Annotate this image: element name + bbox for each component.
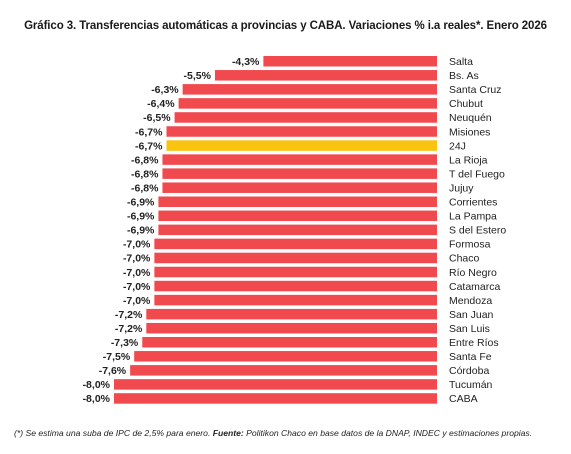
value-label-bs-as: -5,5%	[184, 70, 212, 82]
category-label-t-del-fuego: T del Fuego	[449, 168, 505, 180]
footnote-source-label: Fuente:	[212, 428, 244, 438]
value-label-misiones: -6,7%	[135, 126, 163, 138]
bar-san-luis	[146, 322, 438, 334]
value-label-salta: -4,3%	[232, 56, 260, 68]
bar-chaco	[154, 252, 437, 264]
bar-cordoba	[130, 365, 437, 376]
value-label-caba: -8,0%	[83, 393, 111, 405]
bar-santa-cruz	[182, 84, 437, 95]
bar-santa-fe	[134, 351, 437, 362]
bar-jujuy	[162, 182, 437, 193]
category-label-s-del-estero: S del Estero	[449, 225, 506, 237]
value-label-rio-negro: -7,0%	[123, 267, 151, 279]
bar-chubut	[178, 98, 437, 109]
footnote: (*) Se estima una suba de IPC de 2,5% pa…	[14, 428, 559, 438]
bar-entre-rios	[142, 337, 437, 348]
category-label-mendoza: Mendoza	[449, 295, 492, 307]
value-label-cordoba: -7,6%	[99, 365, 127, 377]
category-label-rio-negro: Río Negro	[449, 267, 497, 279]
bar-rio-negro	[154, 266, 437, 278]
value-label-san-luis: -7,2%	[115, 323, 143, 335]
bar-24j	[166, 140, 438, 151]
value-label-formosa: -7,0%	[123, 239, 151, 251]
value-label-santa-fe: -7,5%	[103, 351, 131, 363]
category-label-tucuman: Tucumán	[449, 379, 493, 391]
bar-mendoza	[154, 294, 437, 306]
value-label-24j: -6,7%	[135, 140, 163, 152]
value-label-chaco: -7,0%	[123, 253, 151, 265]
chart-title: Gráfico 3. Transferencias automáticas a …	[24, 20, 547, 32]
bar-la-rioja	[162, 154, 437, 165]
category-label-neuquen: Neuquén	[449, 112, 492, 124]
category-label-jujuy: Jujuy	[449, 182, 474, 194]
category-label-cordoba: Córdoba	[449, 365, 489, 377]
category-label-chaco: Chaco	[449, 253, 480, 265]
value-label-mendoza: -7,0%	[123, 295, 151, 307]
value-label-corrientes: -6,9%	[127, 197, 155, 209]
bar-corrientes	[158, 196, 437, 207]
value-label-catamarca: -7,0%	[123, 281, 151, 293]
value-label-s-del-estero: -6,9%	[127, 225, 155, 237]
bar-neuquen	[174, 112, 437, 123]
value-label-la-rioja: -6,8%	[131, 154, 159, 166]
bar-misiones	[166, 126, 438, 137]
category-label-corrientes: Corrientes	[449, 197, 497, 209]
bar-salta	[263, 56, 437, 67]
bar-bs-as	[214, 70, 437, 81]
category-label-entre-rios: Entre Ríos	[449, 337, 499, 349]
value-label-la-pampa: -6,9%	[127, 211, 155, 223]
category-label-bs-as: Bs. As	[449, 70, 479, 82]
value-label-chubut: -6,4%	[147, 98, 175, 110]
value-label-san-juan: -7,2%	[115, 309, 143, 321]
value-label-santa-cruz: -6,3%	[151, 84, 179, 96]
category-label-misiones: Misiones	[449, 126, 490, 138]
category-label-santa-cruz: Santa Cruz	[449, 84, 502, 96]
category-label-24j: 24J	[449, 140, 466, 152]
value-label-t-del-fuego: -6,8%	[131, 168, 159, 180]
footnote-source-text: Politikon Chaco en base datos de la DNAP…	[243, 428, 533, 438]
bar-caba	[114, 393, 437, 404]
bar-san-juan	[146, 308, 438, 320]
footnote-note: (*) Se estima una suba de IPC de 2,5% pa…	[14, 428, 213, 438]
category-label-caba: CABA	[449, 393, 478, 405]
category-label-salta: Salta	[449, 56, 473, 68]
value-label-entre-rios: -7,3%	[111, 337, 139, 349]
value-label-jujuy: -6,8%	[131, 182, 159, 194]
value-label-neuquen: -6,5%	[143, 112, 171, 124]
value-label-tucuman: -8,0%	[83, 379, 111, 391]
bar-la-pampa	[158, 210, 437, 222]
category-label-la-pampa: La Pampa	[449, 211, 497, 223]
category-label-chubut: Chubut	[449, 98, 483, 110]
bar-tucuman	[114, 379, 437, 390]
category-label-san-juan: San Juan	[449, 309, 494, 321]
category-label-formosa: Formosa	[449, 239, 491, 251]
bar-t-del-fuego	[162, 168, 437, 179]
category-label-la-rioja: La Rioja	[449, 154, 488, 166]
bar-formosa	[154, 238, 437, 250]
category-label-san-luis: San Luis	[449, 323, 490, 335]
category-label-santa-fe: Santa Fe	[449, 351, 492, 363]
category-label-catamarca: Catamarca	[449, 281, 501, 293]
bar-catamarca	[154, 280, 437, 292]
bar-s-del-estero	[158, 224, 437, 236]
